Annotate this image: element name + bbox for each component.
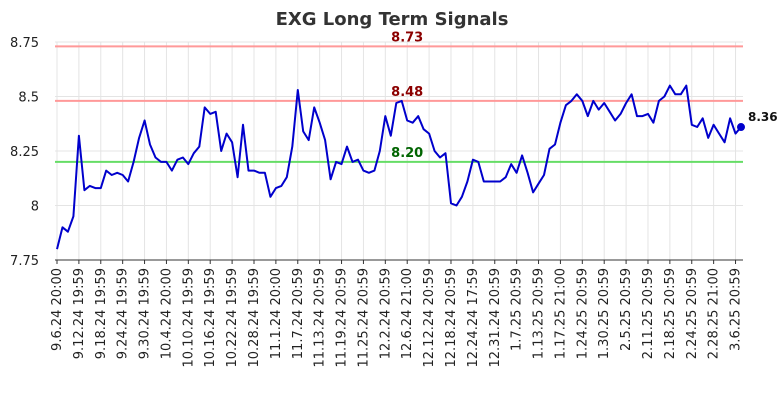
x-tick-label: 10.16.24 19:59 xyxy=(203,268,218,368)
x-tick-label: 12.2.24 20:59 xyxy=(378,268,393,359)
x-tick-label: 10.4.24 20:00 xyxy=(159,268,174,359)
last-point-marker xyxy=(737,123,745,132)
price-line xyxy=(56,84,742,250)
grid xyxy=(55,41,743,261)
x-tick-label: 9.24.24 19:59 xyxy=(116,268,131,359)
x-tick-label: 1.30.25 20:59 xyxy=(597,268,612,359)
x-tick-label: 1.13.25 20:59 xyxy=(532,268,547,359)
x-tick-label: 11.25.24 20:59 xyxy=(356,268,371,368)
x-tick-label: 11.7.24 20:59 xyxy=(291,268,306,359)
y-tick-label: 8.25 xyxy=(10,145,39,160)
x-tick-label: 10.22.24 19:59 xyxy=(225,268,240,368)
reference-lines: 8.73 8.48 8.20 xyxy=(55,30,743,163)
x-tick-label: 9.12.24 19:59 xyxy=(72,268,87,359)
series: 8.36 xyxy=(56,84,778,250)
x-tick-label: 10.10.24 19:59 xyxy=(181,268,196,368)
x-tick-label: 1.24.25 20:59 xyxy=(575,268,590,359)
x-tick-label: 2.24.25 20:59 xyxy=(685,268,700,359)
x-tick-label: 3.6.25 20:59 xyxy=(729,268,744,351)
x-tick-label: 12.31.24 20:59 xyxy=(488,268,503,368)
x-tick-label: 2.11.25 20:59 xyxy=(641,268,656,359)
x-tick-label: 10.28.24 19:59 xyxy=(247,268,262,368)
y-tick-label: 8.5 xyxy=(18,91,39,106)
x-tick-label: 9.18.24 19:59 xyxy=(94,268,109,359)
x-tick-label: 2.5.25 20:59 xyxy=(619,268,634,351)
x-tick-label: 12.18.24 20:59 xyxy=(444,268,459,368)
y-tick-label: 8.75 xyxy=(10,36,39,51)
reference-line-label: 8.73 xyxy=(391,30,423,45)
reference-line-label: 8.20 xyxy=(391,146,423,161)
x-tick-label: 9.30.24 19:59 xyxy=(138,268,153,359)
x-tick-label: 11.1.24 20:00 xyxy=(269,268,284,359)
x-tick-label: 12.12.24 20:59 xyxy=(422,268,437,368)
chart-title: EXG Long Term Signals xyxy=(276,9,509,30)
x-tick-label: 11.19.24 20:59 xyxy=(335,268,350,368)
x-tick-label: 12.6.24 21:00 xyxy=(400,268,415,359)
x-tick-label: 2.28.25 21:00 xyxy=(707,268,722,359)
y-tick-label: 8 xyxy=(31,200,39,215)
x-tick-label: 1.7.25 20:59 xyxy=(510,268,525,351)
x-tick-label: 11.13.24 20:59 xyxy=(313,268,328,368)
x-tick-label: 2.18.25 20:59 xyxy=(663,268,678,359)
y-tick-label: 7.75 xyxy=(10,254,39,269)
last-value-label: 8.36 xyxy=(748,110,778,124)
x-tick-label: 9.6.24 20:00 xyxy=(50,268,65,351)
axes: 7.75 8 8.25 8.5 8.75 9.6.24 20:00 9.12.24 19:5… xyxy=(10,36,743,368)
x-tick-label: 1.17.25 21:00 xyxy=(553,268,568,359)
x-tick-label: 12.24.24 17:59 xyxy=(466,268,481,368)
reference-line-label: 8.48 xyxy=(391,85,423,100)
